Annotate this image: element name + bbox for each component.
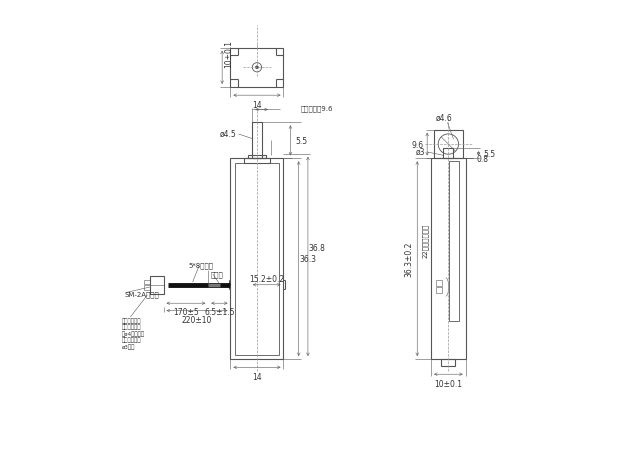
Text: 14: 14 — [252, 100, 262, 110]
Text: SM-2A公端子: SM-2A公端子 — [125, 291, 159, 298]
Text: 170±5: 170±5 — [173, 308, 199, 317]
Text: 36.8: 36.8 — [309, 243, 326, 252]
Bar — [252, 123, 262, 159]
Bar — [144, 286, 149, 290]
Bar — [434, 131, 463, 159]
Bar — [436, 288, 441, 293]
Text: 36.3: 36.3 — [299, 255, 317, 263]
Bar — [450, 161, 459, 321]
Bar — [244, 159, 270, 163]
Text: 吸合后尺寸9.6: 吸合后尺寸9.6 — [301, 106, 334, 112]
Text: ø4.6: ø4.6 — [435, 113, 452, 122]
Text: 黄腊管（注：
焊接微动开关
用ø4的，不焊
接微动开关用
ø3的）: 黄腊管（注： 焊接微动开关 用ø4的，不焊 接微动开关用 ø3的） — [122, 317, 145, 349]
Text: 14: 14 — [252, 372, 262, 381]
Text: 热缩管: 热缩管 — [211, 270, 224, 277]
Text: 220±10: 220±10 — [182, 315, 212, 324]
Bar — [436, 281, 441, 287]
Bar — [149, 276, 164, 294]
Circle shape — [255, 67, 259, 69]
Bar — [231, 49, 283, 88]
Bar — [443, 149, 453, 159]
Bar — [234, 163, 280, 355]
Bar — [231, 159, 283, 359]
Text: 0.8: 0.8 — [477, 155, 489, 163]
Text: 15.2±0.2: 15.2±0.2 — [249, 275, 284, 284]
Text: 10±0.1: 10±0.1 — [435, 379, 463, 388]
Text: ø4.5: ø4.5 — [219, 129, 236, 138]
Text: 5.5: 5.5 — [483, 150, 495, 158]
Text: 5*8护线圈: 5*8护线圈 — [189, 262, 214, 269]
Bar — [431, 159, 466, 359]
Text: 22（出线位置）: 22（出线位置） — [422, 224, 429, 258]
Bar — [248, 155, 266, 159]
Text: ø3: ø3 — [416, 147, 426, 156]
Text: 9.6: 9.6 — [411, 140, 423, 149]
Text: 10±0.1: 10±0.1 — [224, 40, 234, 68]
Text: 6.5±1.5: 6.5±1.5 — [204, 308, 234, 317]
Text: 36.3±0.2: 36.3±0.2 — [404, 242, 414, 277]
Bar — [441, 359, 455, 366]
Text: 5.5: 5.5 — [295, 137, 307, 145]
Bar — [144, 280, 149, 285]
